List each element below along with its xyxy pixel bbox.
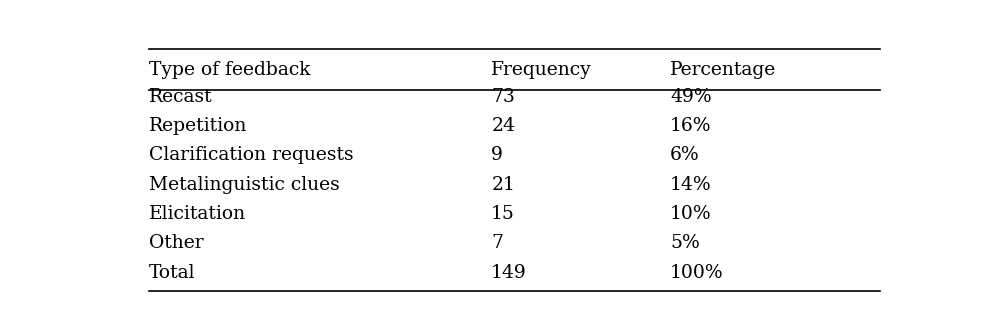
Text: 16%: 16% bbox=[670, 117, 711, 135]
Text: Type of feedback: Type of feedback bbox=[148, 61, 310, 78]
Text: Total: Total bbox=[148, 264, 196, 282]
Text: Elicitation: Elicitation bbox=[148, 205, 246, 223]
Text: 7: 7 bbox=[490, 234, 503, 252]
Text: Recast: Recast bbox=[148, 88, 213, 106]
Text: 24: 24 bbox=[490, 117, 515, 135]
Text: 49%: 49% bbox=[670, 88, 711, 106]
Text: 9: 9 bbox=[490, 146, 503, 164]
Text: 14%: 14% bbox=[670, 176, 711, 194]
Text: Other: Other bbox=[148, 234, 204, 252]
Text: 6%: 6% bbox=[670, 146, 699, 164]
Text: 149: 149 bbox=[490, 264, 527, 282]
Text: 100%: 100% bbox=[670, 264, 723, 282]
Text: 15: 15 bbox=[490, 205, 515, 223]
Text: Clarification requests: Clarification requests bbox=[148, 146, 353, 164]
Text: Repetition: Repetition bbox=[148, 117, 247, 135]
Text: Percentage: Percentage bbox=[670, 61, 775, 78]
Text: 73: 73 bbox=[490, 88, 515, 106]
Text: 5%: 5% bbox=[670, 234, 699, 252]
Text: Metalinguistic clues: Metalinguistic clues bbox=[148, 176, 339, 194]
Text: Frequency: Frequency bbox=[490, 61, 592, 78]
Text: 10%: 10% bbox=[670, 205, 711, 223]
Text: 21: 21 bbox=[490, 176, 515, 194]
